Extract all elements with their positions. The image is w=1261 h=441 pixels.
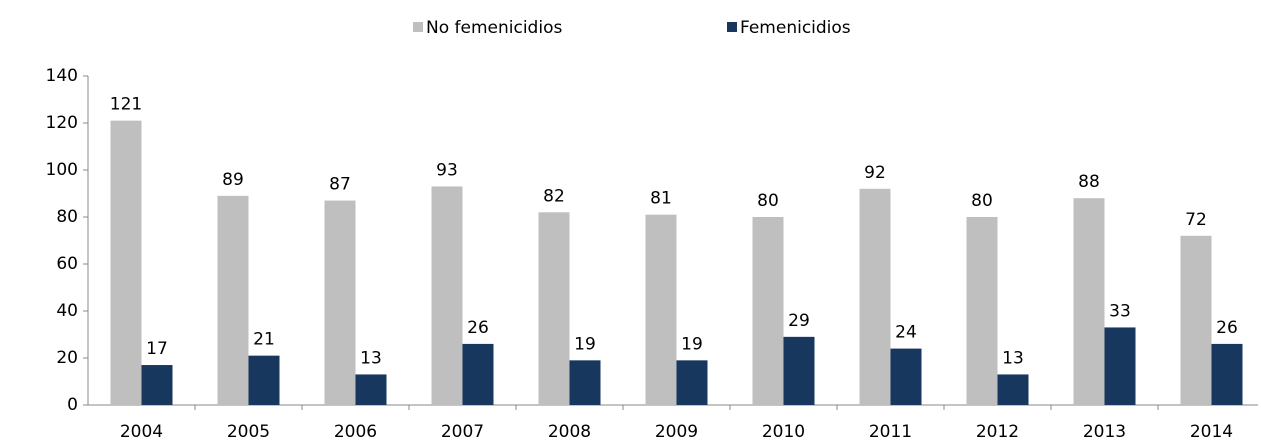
data-label: 33 (1109, 301, 1131, 321)
legend-swatch (727, 22, 737, 32)
bar (676, 360, 708, 405)
data-label: 87 (329, 175, 351, 195)
x-tick-label: 2011 (869, 422, 912, 441)
y-tick-label: 100 (46, 160, 78, 180)
data-label: 13 (1002, 348, 1024, 368)
data-label: 80 (757, 191, 779, 211)
y-tick-label: 120 (46, 113, 78, 133)
bar (1211, 343, 1243, 405)
data-label: 26 (467, 318, 489, 338)
data-label: 24 (895, 323, 917, 343)
x-tick-label: 2006 (334, 422, 377, 441)
x-tick-label: 2005 (227, 422, 270, 441)
data-label: 93 (436, 160, 458, 180)
data-label: 29 (788, 311, 810, 331)
data-label: 21 (253, 330, 275, 350)
x-tick-label: 2004 (120, 422, 163, 441)
bar (783, 336, 815, 405)
bar (324, 200, 356, 405)
bar (1104, 327, 1136, 405)
x-tick-label: 2010 (762, 422, 805, 441)
y-tick-label: 20 (56, 348, 78, 368)
x-tick-label: 2014 (1190, 422, 1233, 441)
data-label: 80 (971, 191, 993, 211)
legend-label: No femenicidios (426, 18, 562, 38)
bar (462, 343, 494, 405)
data-label: 92 (864, 163, 886, 183)
y-tick-label: 0 (67, 395, 78, 415)
x-tick-label: 2013 (1083, 422, 1126, 441)
data-label: 26 (1216, 318, 1238, 338)
x-tick-label: 2009 (655, 422, 698, 441)
data-label: 13 (360, 348, 382, 368)
data-label: 72 (1185, 210, 1207, 230)
bar (248, 355, 280, 405)
bar (890, 348, 922, 405)
y-tick-label: 60 (56, 254, 78, 274)
data-label: 81 (650, 189, 672, 209)
data-label: 17 (146, 339, 168, 359)
bar (1180, 235, 1212, 405)
bar (141, 365, 173, 405)
bar (997, 374, 1029, 405)
bar (645, 214, 677, 405)
bar (431, 186, 463, 405)
bar (538, 212, 570, 405)
data-label: 89 (222, 170, 244, 190)
data-label: 121 (110, 95, 142, 115)
data-label: 19 (681, 334, 703, 354)
y-tick-label: 80 (56, 207, 78, 227)
bar (1073, 198, 1105, 405)
bar (752, 217, 784, 405)
data-label: 19 (574, 334, 596, 354)
bar (569, 360, 601, 405)
bar (966, 217, 998, 405)
bar (110, 120, 142, 406)
x-tick-label: 2007 (441, 422, 484, 441)
bar (859, 188, 891, 405)
data-label: 88 (1078, 172, 1100, 192)
x-tick-label: 2008 (548, 422, 591, 441)
legend-swatch (413, 22, 423, 32)
x-tick-label: 2012 (976, 422, 1019, 441)
legend-label: Femenicidios (740, 18, 851, 38)
bar (217, 195, 249, 405)
y-tick-label: 140 (46, 66, 78, 86)
y-tick-label: 40 (56, 301, 78, 321)
bar (355, 374, 387, 405)
data-label: 82 (543, 186, 565, 206)
